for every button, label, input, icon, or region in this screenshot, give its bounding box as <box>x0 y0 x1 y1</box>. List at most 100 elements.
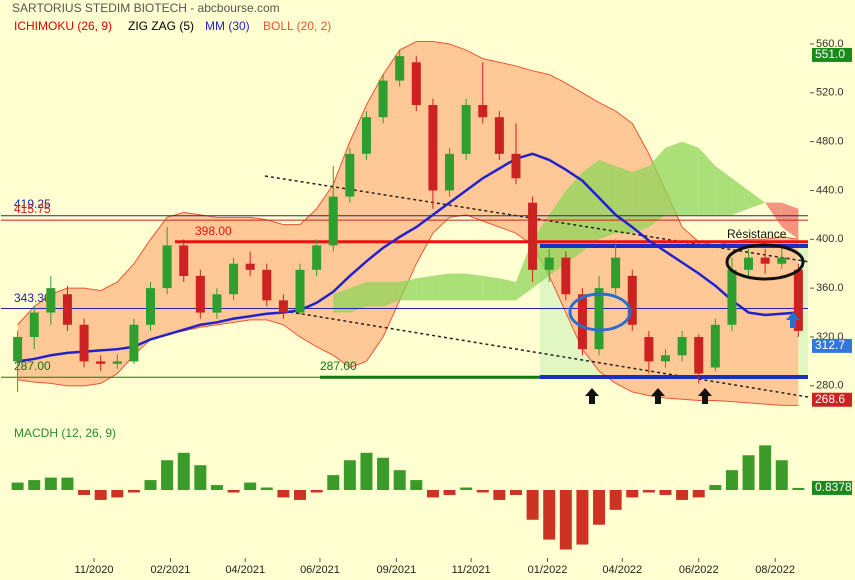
level-label: 419.25 <box>14 197 51 211</box>
ichimoku-cloud <box>599 159 616 240</box>
ichimoku-cloud <box>582 159 600 252</box>
macd-bar <box>144 480 157 490</box>
ichimoku-cloud <box>549 190 566 276</box>
macd-bar <box>44 477 57 490</box>
macd-bar <box>161 460 174 490</box>
macd-bar <box>260 487 273 490</box>
legend-entry: ICHIMOKU (26, 9) <box>14 19 112 33</box>
macd-bar <box>360 452 373 490</box>
macd-bar <box>127 490 140 493</box>
macd-bar <box>659 490 672 495</box>
ichimoku-cloud <box>615 166 633 234</box>
ichimoku-cloud <box>632 166 649 234</box>
candle-body <box>13 336 23 362</box>
macd-bar <box>626 490 639 498</box>
arrow <box>585 388 599 404</box>
chart-title: SARTORIUS STEDIM BIOTECH - abcbourse.com <box>12 1 280 15</box>
ichimoku-cloud <box>698 147 716 215</box>
highlight-ellipse <box>725 243 805 281</box>
candle-body <box>195 275 205 313</box>
x-tick-label: 11/2020 <box>75 564 114 576</box>
x-tick-label: 02/2021 <box>151 564 191 576</box>
candle-body <box>378 80 388 118</box>
x-tick-label: 09/2021 <box>376 564 416 576</box>
macd-bar <box>709 485 722 490</box>
macd-bar <box>609 490 622 510</box>
ichimoku-cloud <box>366 282 384 307</box>
candle-body <box>46 288 56 313</box>
ichimoku-cloud <box>466 273 483 301</box>
macd-bar <box>559 490 572 550</box>
price-badge <box>812 47 852 62</box>
candle-body <box>312 245 322 270</box>
candle-body <box>328 196 338 246</box>
level-label: 287.00 <box>320 359 357 373</box>
candle-body <box>744 257 754 270</box>
x-tick-label: 04/2022 <box>602 564 642 576</box>
ichimoku-cloud <box>715 166 732 215</box>
y-tick-label: 440.0 <box>816 184 844 196</box>
macd-bar <box>692 490 705 498</box>
ichimoku-cloud <box>449 273 467 301</box>
ichimoku-cloud <box>748 190 766 209</box>
ichimoku-cloud <box>731 178 749 215</box>
candle-body <box>511 153 521 179</box>
macd-bar <box>509 490 522 495</box>
macd-bar <box>426 490 439 498</box>
ichimoku-cloud <box>499 278 516 301</box>
candle-body <box>229 263 239 295</box>
candle-body <box>295 269 305 313</box>
macd-bar <box>94 490 107 500</box>
ichimoku-cloud <box>349 282 367 313</box>
candle-body <box>179 245 189 276</box>
macd-bar <box>393 470 406 490</box>
macd-bar <box>310 490 323 493</box>
ichimoku-cloud <box>781 202 799 240</box>
price-badge <box>812 338 852 353</box>
macd-bar <box>443 490 456 495</box>
y-tick-label: 480.0 <box>816 136 844 148</box>
macd-bar <box>775 460 788 490</box>
y-tick-label: 360.0 <box>816 282 844 294</box>
macd-bar <box>410 480 423 490</box>
macd-bar <box>526 490 539 520</box>
macd-bar <box>177 452 190 490</box>
macd-bar <box>792 487 805 490</box>
macd-badge-label: 0.8378 <box>815 480 852 494</box>
candle-body <box>96 361 106 364</box>
macd-bar <box>460 487 473 490</box>
highlight-ellipse <box>568 292 632 332</box>
legend-entry: ZIG ZAG (5) <box>128 19 194 33</box>
candle-body <box>428 105 438 191</box>
candle-body <box>461 105 471 154</box>
candle-body <box>245 263 255 270</box>
x-tick-label: 01/2022 <box>528 564 568 576</box>
candle-body <box>627 275 637 325</box>
candle-body <box>677 336 687 356</box>
legend-entry: MM (30) <box>205 19 250 33</box>
price-badge-label: 551.0 <box>815 47 845 61</box>
ichimoku-cloud <box>648 147 666 228</box>
macd-bar <box>78 490 91 495</box>
macd-bar <box>327 475 340 490</box>
macd-bar <box>593 490 606 525</box>
macd-bar <box>227 490 240 493</box>
candle-body <box>62 294 72 325</box>
candle-body <box>644 336 654 362</box>
candle-body <box>112 361 122 364</box>
price-badge <box>812 392 852 407</box>
macd-bar <box>11 482 24 490</box>
x-tick-label: 06/2021 <box>300 564 340 576</box>
candle-body <box>561 257 571 295</box>
macd-bar <box>111 490 124 498</box>
ichimoku-cloud <box>432 273 450 301</box>
candle-body <box>411 62 421 105</box>
macd-bar <box>277 490 290 498</box>
macd-bar <box>294 490 307 500</box>
candle-body <box>494 117 504 154</box>
macd-bar <box>759 445 772 490</box>
ichimoku-cloud <box>482 275 500 301</box>
macd-bar <box>244 482 257 490</box>
candle-body <box>694 336 704 374</box>
